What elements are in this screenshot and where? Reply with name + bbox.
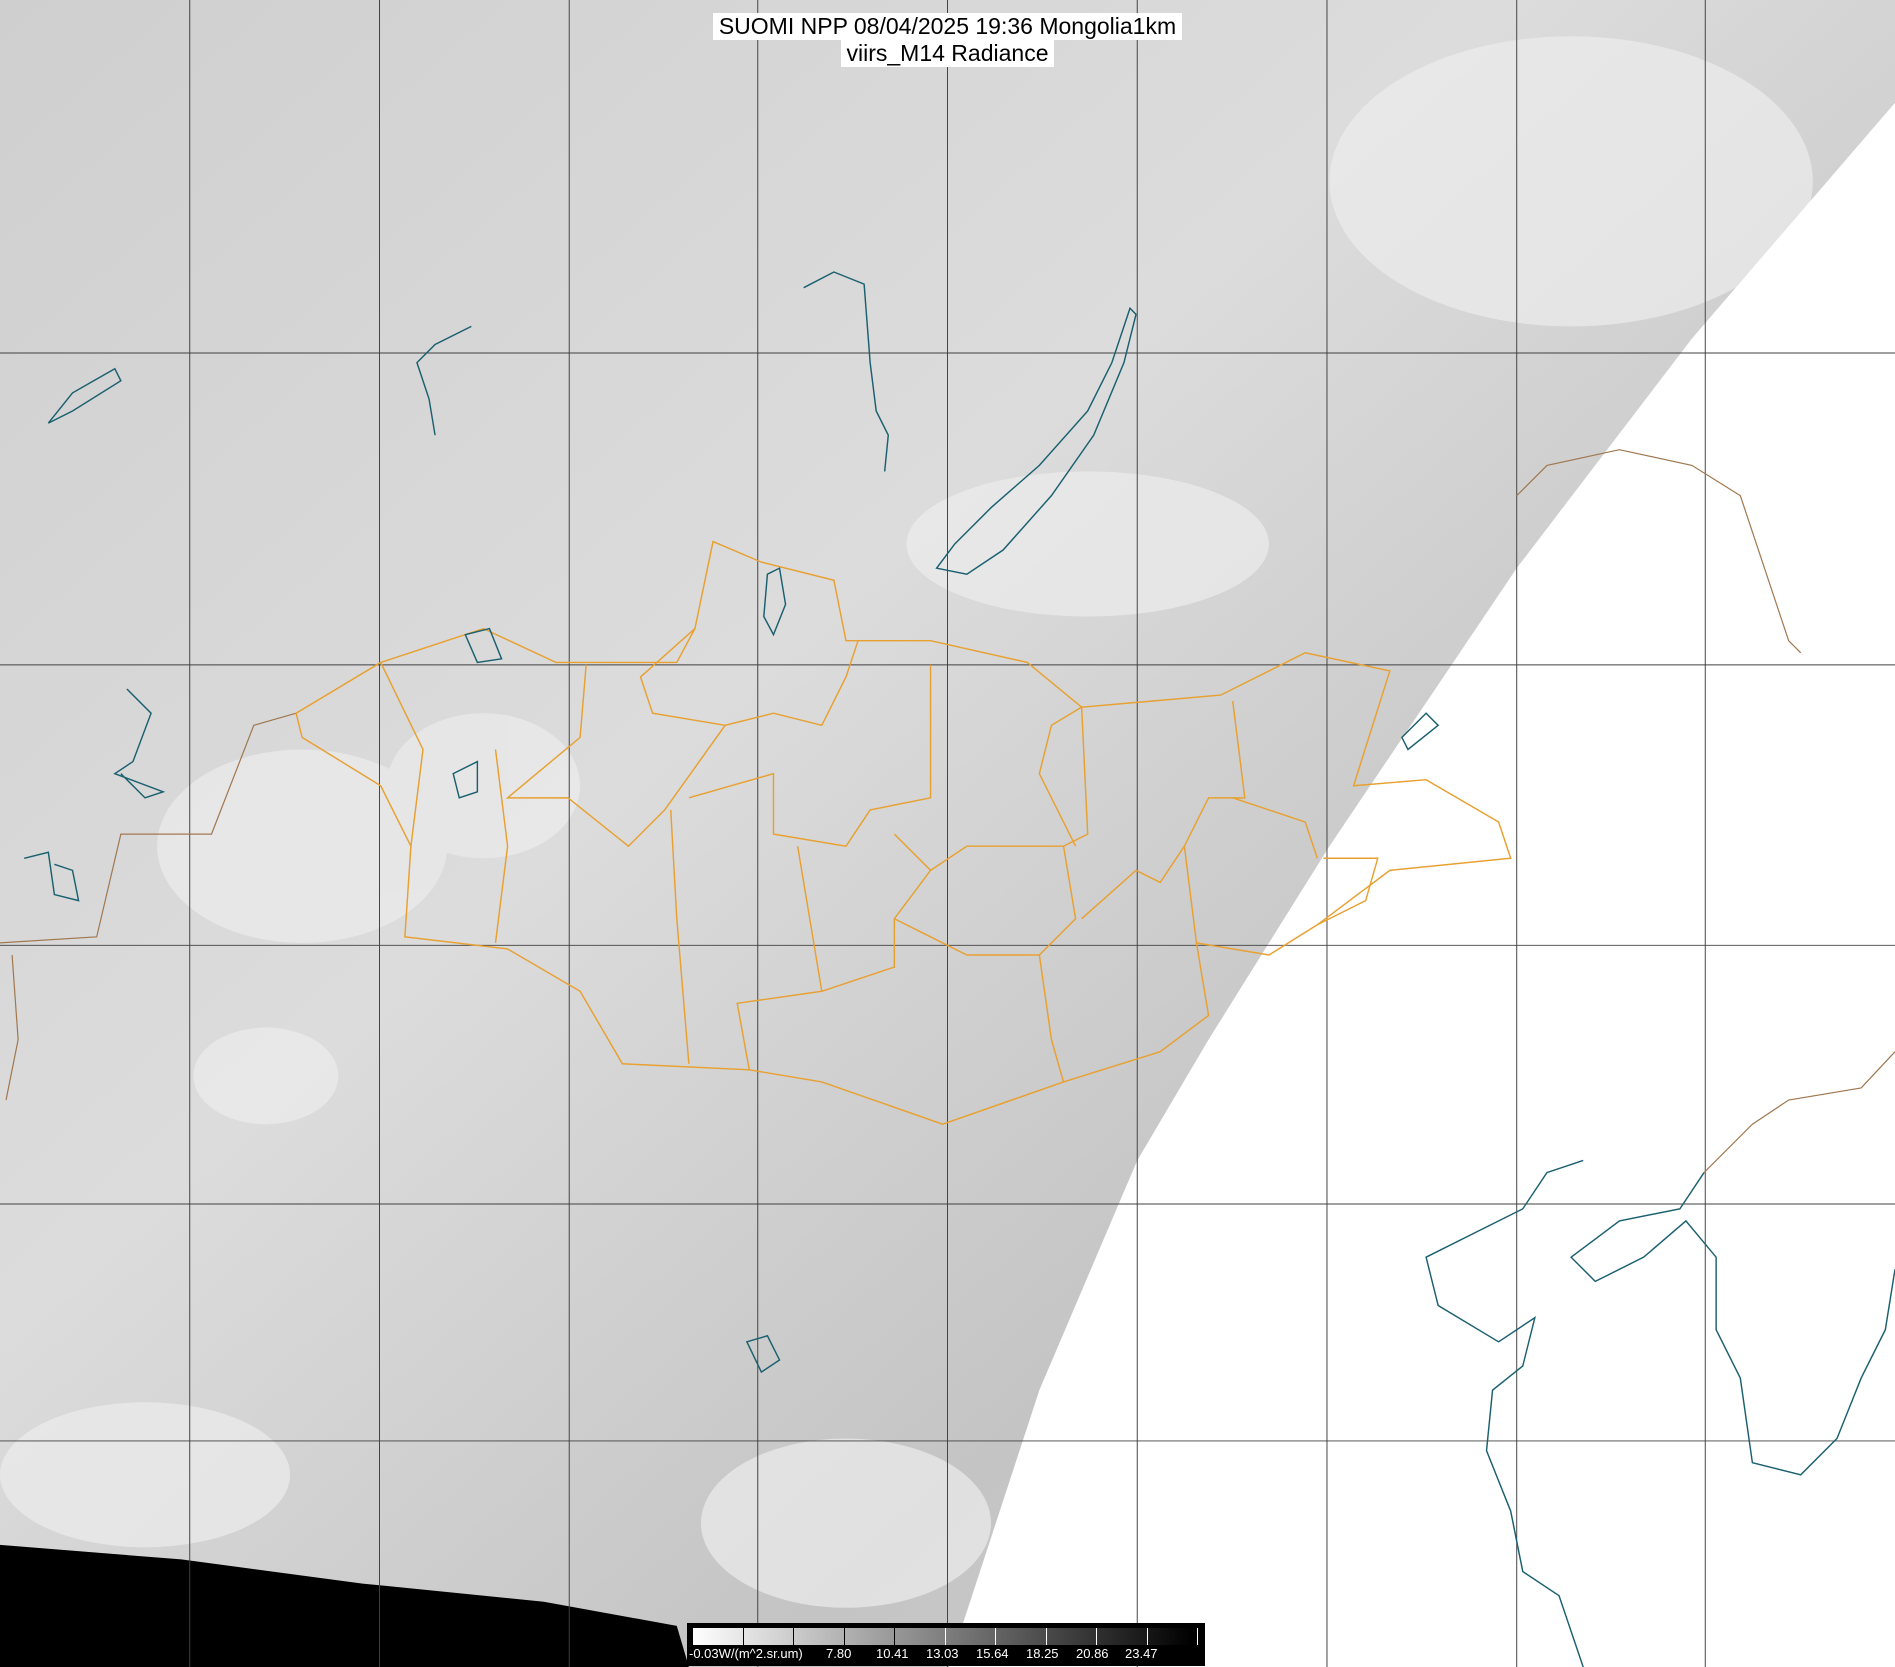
lake	[47, 367, 122, 424]
colorbar-tick	[1146, 1628, 1148, 1645]
lake	[745, 1334, 781, 1374]
colorbar-tick	[894, 1628, 895, 1645]
colorbar-label: 15.64	[976, 1646, 1009, 1661]
colorbar-label: 10.41	[876, 1646, 909, 1661]
lake-khovsgol	[763, 567, 787, 637]
colorbar-label: 13.03	[926, 1646, 959, 1661]
china-coast	[1425, 1159, 1584, 1667]
colorbar-label: -0.03W/(m^2.sr.um)	[689, 1646, 803, 1661]
colorbar-label: 23.47	[1125, 1646, 1158, 1661]
no-data-region	[0, 1544, 689, 1667]
colorbar-label: 20.86	[1076, 1646, 1109, 1661]
water-bodies	[23, 271, 1895, 1667]
lake	[23, 851, 80, 902]
mongolia-border	[295, 540, 1512, 1125]
cloud-patches	[0, 36, 1813, 1608]
country-borders	[0, 449, 1895, 1174]
mongolia-provinces	[295, 540, 1512, 1125]
korea-coast	[1570, 1172, 1895, 1476]
colorbar-label: 18.25	[1026, 1646, 1059, 1661]
colorbar-labels: -0.03W/(m^2.sr.um) 7.80 10.41 13.03 15.64 18.…	[689, 1645, 1201, 1665]
colorbar-tick	[944, 1628, 946, 1645]
colorbar-tick	[995, 1628, 996, 1645]
colorbar-tick	[1096, 1628, 1097, 1645]
river	[416, 325, 472, 436]
colorbar-tick	[692, 1628, 693, 1645]
lake-baikal	[935, 306, 1137, 575]
colorbar-tick	[843, 1628, 845, 1645]
radiance-colorbar: -0.03W/(m^2.sr.um) 7.80 10.41 13.03 15.64 18.…	[687, 1623, 1205, 1666]
lake	[113, 688, 166, 799]
colorbar-tick	[1197, 1628, 1198, 1645]
lake	[1401, 712, 1440, 751]
colorbar-tick	[793, 1628, 794, 1645]
lake	[464, 627, 503, 664]
river	[803, 271, 890, 472]
swath-gap	[948, 102, 1895, 1667]
colorbar-label: 7.80	[826, 1646, 852, 1661]
colorbar-tick	[1045, 1628, 1047, 1645]
lake	[452, 760, 479, 799]
colorbar-gradient	[692, 1628, 1192, 1645]
colorbar-tick	[742, 1628, 744, 1645]
